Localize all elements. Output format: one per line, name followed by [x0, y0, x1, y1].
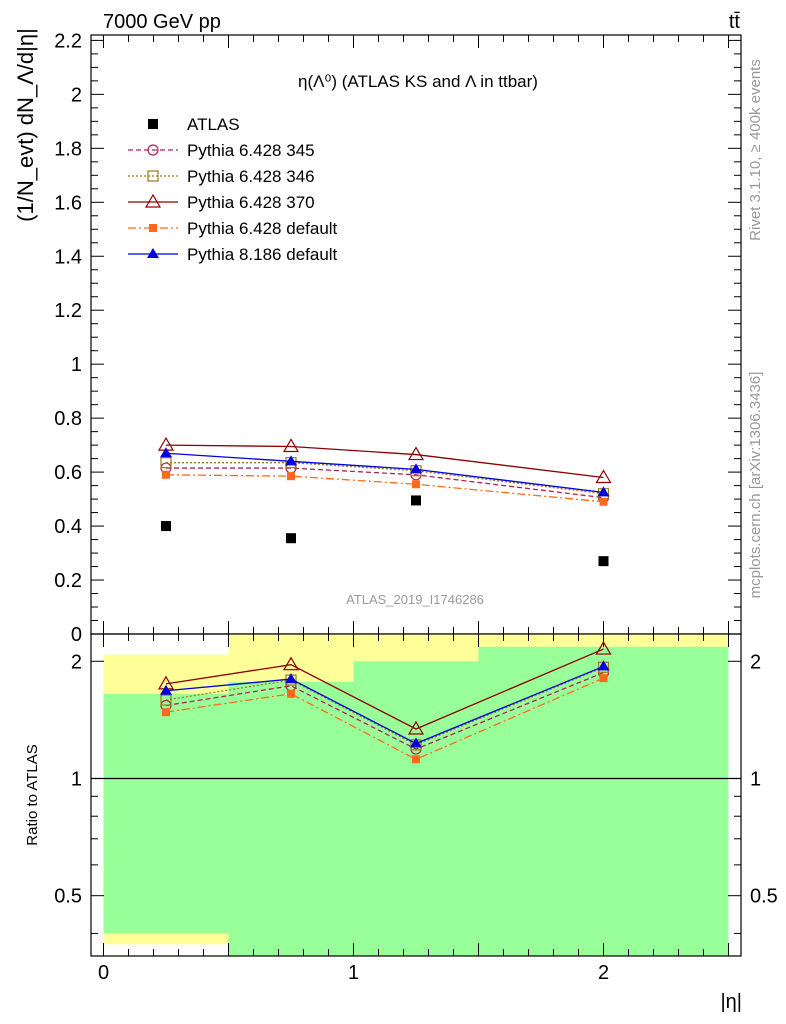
data-point-2 [160, 457, 172, 469]
main-y-tick-label: 1.2 [54, 300, 82, 322]
ratio-xlabel: |η| [720, 991, 742, 1013]
uncertainty-band-green-1 [228, 681, 354, 956]
ratio-x-tick-label: 1 [348, 962, 359, 984]
main-plot-title: η(Λ⁰) (ATLAS KS and Λ in ttbar) [298, 72, 538, 91]
main-y-label: (1/N_evt) dN_Λ/d|η| [13, 28, 38, 222]
ratio-point-2 [282, 656, 300, 671]
data-point-0 [161, 521, 171, 532]
header-left: 7000 GeV pp [103, 11, 221, 33]
ratio-point-1 [160, 694, 172, 706]
uncertainty-band-green-0 [103, 693, 229, 934]
data-point-5 [160, 447, 172, 458]
data-point-4 [162, 470, 170, 479]
series-line-1 [166, 467, 604, 499]
ratio-point-2 [407, 720, 425, 735]
ratio-x-tick-label: 2 [598, 962, 609, 984]
legend-marker-4 [149, 224, 157, 232]
legend-marker-2 [147, 170, 159, 182]
legend-label-2: Pythia 6.428 346 [187, 167, 315, 186]
legend-marker-3 [144, 193, 162, 208]
ratio-y-tick-label-right: 0.5 [750, 886, 778, 908]
main-y-tick-label: 0.6 [54, 462, 82, 484]
data-point-5 [410, 463, 422, 474]
legend-marker-1 [147, 144, 159, 156]
series-line-5 [165, 452, 604, 493]
main-y-tick-label: 0.4 [54, 516, 82, 538]
main-y-tick-label: 1.6 [54, 192, 82, 214]
data-point-0 [598, 556, 609, 567]
ratio-y-tick-label-right: 2 [750, 651, 761, 673]
main-y-tick-label-zero: 0 [71, 624, 82, 646]
legend-label-3: Pythia 6.428 370 [187, 193, 315, 212]
ratio-ylabel: Ratio to ATLAS [24, 744, 41, 845]
uncertainty-band-green-2 [353, 661, 479, 956]
ratio-plot: 0 1 2 0.5 0.5 1 1 2 2 [54, 633, 778, 984]
main-y-tick-label: 1.4 [54, 246, 82, 268]
main-y-tick-label: 2 [71, 84, 82, 106]
ratio-plot-frame [90, 633, 742, 957]
uncertainty-band-green-3 [478, 646, 729, 956]
ratio-y-tick-label: 2 [71, 651, 82, 673]
series-line-2 [166, 462, 604, 495]
legend-marker-5 [147, 248, 159, 258]
ratio-point-3 [412, 755, 420, 764]
ratio-line-3 [165, 677, 604, 761]
ratio-y-tick-label: 0.5 [54, 886, 82, 908]
ratio-point-3 [162, 708, 170, 717]
watermark-label: ATLAS_2019_I1746286 [346, 592, 484, 607]
rivet-label: Rivet 3.1.10, ≥ 400k events [747, 59, 764, 241]
ratio-line-4 [165, 665, 604, 745]
ratio-point-3 [287, 689, 295, 698]
ratio-point-2 [595, 640, 612, 655]
header-right: tt̄ [729, 11, 741, 33]
data-point-4 [599, 497, 608, 506]
main-y-tick-label: 0.8 [54, 408, 82, 430]
ratio-point-4 [597, 660, 610, 671]
data-point-5 [597, 486, 610, 497]
legend-label-5: Pythia 8.186 default [187, 245, 338, 264]
main-plot: 0.2 0.4 0.6 0.8 1 1.2 1.4 1.6 1.8 2 2.2 0 (1/N_evt) … [13, 28, 742, 646]
data-point-3 [282, 438, 300, 453]
data-point-4 [412, 480, 420, 489]
main-y-tick-label: 2.2 [54, 30, 82, 52]
ratio-point-4 [410, 737, 422, 748]
series-line-4 [165, 474, 604, 503]
legend-label-4: Pythia 6.428 default [187, 219, 338, 238]
legend-label-0: ATLAS [187, 115, 240, 134]
main-y-tick-label: 1.8 [54, 138, 82, 160]
ratio-point-3 [599, 674, 608, 683]
ratio-x-tick-label: 0 [98, 962, 109, 984]
main-y-tick-label: 0.2 [54, 570, 82, 592]
mcplots-label: mcplots.cern.ch [arXiv:1306.3436] [747, 372, 764, 599]
data-point-3 [595, 469, 612, 484]
ratio-line-1 [165, 666, 604, 746]
data-point-0 [411, 495, 421, 506]
data-point-0 [286, 533, 296, 544]
data-point-5 [285, 455, 297, 466]
ratio-y-tick-label: 1 [71, 768, 82, 790]
ratio-line-0 [165, 672, 604, 750]
ratio-point-4 [285, 673, 297, 684]
ratio-y-tick-label-right: 1 [750, 768, 761, 790]
data-point-3 [407, 446, 425, 461]
legend-marker-0 [148, 119, 158, 129]
main-y-tick-label: 1 [71, 354, 82, 376]
data-point-4 [287, 472, 295, 481]
ratio-point-4 [160, 684, 172, 695]
legend-label-1: Pythia 6.428 345 [187, 141, 315, 160]
series-line-3 [165, 444, 604, 479]
ratio-line-2 [165, 648, 604, 730]
